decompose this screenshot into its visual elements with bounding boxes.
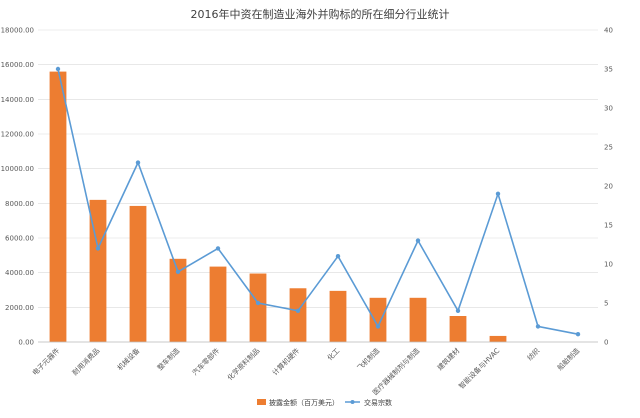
left-tick-label: 10000.00: [1, 165, 34, 173]
legend-line-label: 交易宗数: [364, 398, 392, 407]
category-label: 化学原料制品: [225, 346, 261, 382]
bar: [209, 266, 227, 342]
line-point: [255, 300, 261, 306]
chart-title: 2016年中资在制造业海外并购标的所在细分行业统计: [191, 7, 450, 21]
right-tick-label: 35: [604, 66, 613, 74]
left-tick-label: 2000.00: [5, 304, 34, 312]
legend-line-marker: [350, 400, 355, 404]
line-point: [495, 191, 501, 196]
bar: [409, 297, 427, 342]
category-label: 纺织: [525, 346, 541, 362]
line-series: [55, 66, 581, 337]
right-y-axis: 0 5 10 15 20 25 30 35 40: [604, 27, 613, 347]
bar: [169, 258, 187, 342]
bar: [489, 335, 507, 342]
bar: [89, 199, 107, 342]
line-path: [57, 68, 579, 335]
right-tick-label: 20: [604, 183, 613, 191]
right-tick-label: 25: [604, 144, 613, 152]
line-point: [95, 246, 101, 251]
left-tick-label: 18000.00: [1, 27, 34, 35]
category-label: 耐用消费品: [70, 346, 101, 377]
bar: [49, 71, 67, 342]
line-point: [295, 308, 301, 313]
category-label: 飞机制造: [355, 346, 381, 372]
x-axis: 电子元器件 耐用消费品 机械设备 整车制造 汽车零部件 化学原料制品 计算机硬件 化工 飞机制造…: [30, 341, 598, 397]
right-tick-label: 10: [604, 261, 613, 269]
bar-series: [49, 71, 507, 342]
category-label: 建筑建材: [435, 346, 461, 372]
category-label: 化工: [325, 346, 341, 362]
line-point: [575, 332, 581, 337]
line-point: [335, 254, 341, 259]
bar: [369, 297, 387, 342]
line-point: [215, 246, 221, 251]
right-tick-label: 15: [604, 222, 613, 230]
grid-lines: [38, 29, 598, 343]
legend-bar-swatch: [257, 399, 266, 405]
left-tick-label: 0.00: [18, 339, 34, 347]
line-point: [175, 269, 181, 274]
line-point: [415, 238, 421, 243]
right-tick-label: 30: [604, 105, 613, 113]
category-label: 整车制造: [155, 346, 181, 372]
line-point: [535, 324, 541, 329]
legend-bar-label: 披露金额（百万美元）: [269, 398, 339, 407]
bar: [289, 288, 307, 342]
category-label: 船舶制造: [555, 346, 581, 372]
bar: [249, 273, 267, 342]
left-tick-label: 16000.00: [1, 61, 34, 69]
category-label: 汽车零部件: [190, 346, 221, 377]
line-point: [455, 308, 461, 313]
left-tick-label: 14000.00: [1, 96, 34, 104]
left-y-axis: 0.00 2000.00 4000.00 6000.00 8000.00 10000.00…: [1, 27, 34, 347]
line-point: [135, 160, 141, 165]
left-tick-label: 4000.00: [5, 269, 34, 277]
left-tick-label: 6000.00: [5, 235, 34, 243]
left-tick-label: 8000.00: [5, 200, 34, 208]
bar: [449, 316, 467, 342]
right-tick-label: 40: [604, 27, 613, 35]
category-label: 智能设备与HVAC: [457, 346, 502, 391]
line-point: [55, 66, 61, 72]
category-label: 电子元器件: [30, 346, 61, 377]
category-label: 机械设备: [115, 346, 141, 372]
right-tick-label: 0: [604, 339, 608, 347]
bar: [329, 290, 347, 342]
right-tick-label: 5: [604, 300, 608, 308]
left-tick-label: 12000.00: [1, 131, 34, 139]
category-label: 计算机硬件: [270, 346, 301, 377]
line-point: [375, 324, 381, 329]
bar: [129, 205, 147, 342]
legend: 披露金额（百万美元） 交易宗数: [257, 398, 392, 407]
